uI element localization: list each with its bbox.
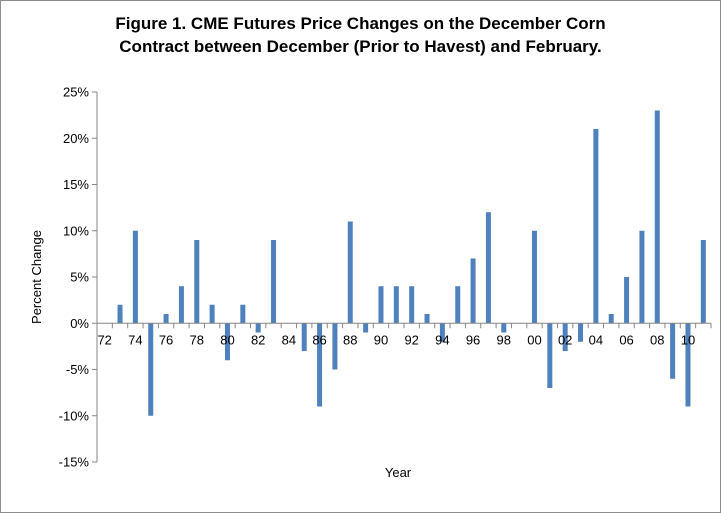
x-tick-label: 02 <box>558 332 572 347</box>
bar <box>132 230 138 324</box>
bar <box>424 314 430 324</box>
bar <box>439 323 445 342</box>
x-tick-label: 96 <box>466 332 480 347</box>
x-tick-label: 98 <box>497 332 511 347</box>
bar <box>209 304 215 324</box>
bar <box>224 323 230 361</box>
y-tick-label: 15% <box>63 177 89 192</box>
y-tick-label: -5% <box>66 362 90 377</box>
y-axis-title: Percent Change <box>29 230 44 324</box>
bar <box>670 323 676 379</box>
bar <box>178 286 184 324</box>
x-tick-label: 88 <box>343 332 357 347</box>
bar <box>562 323 568 351</box>
bar <box>194 240 200 324</box>
bar <box>240 304 246 324</box>
x-tick-label: 84 <box>282 332 296 347</box>
x-tick-label: 92 <box>404 332 418 347</box>
x-tick-label: 72 <box>97 332 111 347</box>
bar <box>332 323 338 370</box>
y-tick-label: 10% <box>63 223 89 238</box>
bar <box>700 240 706 324</box>
bar <box>317 323 323 407</box>
bar <box>378 286 384 324</box>
bar <box>485 212 491 324</box>
x-tick-label: 04 <box>589 332 603 347</box>
bar <box>301 323 307 351</box>
bar <box>255 323 261 333</box>
x-tick-label: 94 <box>435 332 449 347</box>
bar <box>347 221 353 324</box>
bar <box>608 314 614 324</box>
x-axis-title: Year <box>385 465 412 480</box>
x-tick-label: 76 <box>159 332 173 347</box>
x-tick-label: 80 <box>220 332 234 347</box>
y-tick-label: 25% <box>63 85 89 100</box>
bar <box>654 110 660 324</box>
bar <box>531 230 537 324</box>
x-tick-label: 00 <box>527 332 541 347</box>
x-tick-label: 78 <box>190 332 204 347</box>
bar <box>393 286 399 324</box>
bar <box>501 323 507 333</box>
bar <box>409 286 415 324</box>
y-tick-label: -15% <box>59 455 90 470</box>
y-tick-label: -10% <box>59 408 90 423</box>
chart-title-line-1: Figure 1. CME Futures Price Changes on t… <box>115 14 606 33</box>
x-tick-label: 90 <box>374 332 388 347</box>
bar <box>639 230 645 324</box>
bar <box>470 258 476 324</box>
y-tick-label: 20% <box>63 131 89 146</box>
x-tick-label: 08 <box>650 332 664 347</box>
x-tick-label: 06 <box>619 332 633 347</box>
bar <box>578 323 584 342</box>
x-tick-label: 10 <box>681 332 695 347</box>
bar <box>163 314 169 324</box>
bar <box>547 323 553 388</box>
y-tick-label: 0% <box>70 316 89 331</box>
bar <box>117 304 123 324</box>
bar <box>271 240 277 324</box>
y-tick-label: 5% <box>70 270 89 285</box>
bar <box>148 323 154 416</box>
bar <box>455 286 461 324</box>
x-tick-label: 74 <box>128 332 142 347</box>
x-tick-label: 82 <box>251 332 265 347</box>
chart-title-line-2: Contract between December (Prior to Have… <box>119 37 602 56</box>
bar <box>593 129 599 324</box>
bar <box>685 323 691 407</box>
x-tick-label: 86 <box>312 332 326 347</box>
bar <box>624 277 630 324</box>
bar <box>363 323 369 333</box>
plot-area: -15% -10% -5% 0% 5% 10% 15% 20% 25% 72 74 76 78 80 82 8… <box>59 85 712 470</box>
